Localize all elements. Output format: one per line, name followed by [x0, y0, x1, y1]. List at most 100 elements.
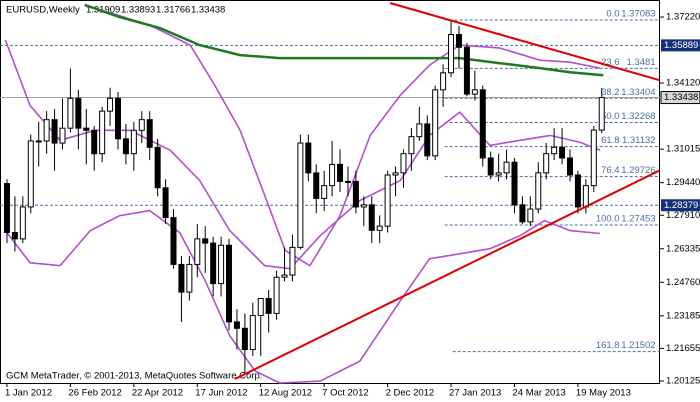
- candle-body: [384, 174, 391, 227]
- candle-body: [11, 231, 18, 240]
- candle-body: [249, 315, 256, 351]
- ohlc-low: 1.31766: [156, 5, 190, 16]
- x-tick-label: 17 Jun 2012: [195, 388, 247, 399]
- fibo-value: 1.37083: [621, 8, 655, 19]
- candle-body: [360, 204, 367, 208]
- candle-body: [416, 123, 423, 138]
- x-tick-label: 2 Dec 2012: [386, 388, 435, 399]
- candle-body: [566, 157, 573, 176]
- candle-body: [210, 242, 217, 285]
- candle-body: [344, 180, 351, 183]
- trend-line: [389, 2, 660, 82]
- candle-body: [43, 119, 50, 142]
- price-tag-label: 1.28379: [664, 200, 698, 211]
- candle-body: [305, 142, 312, 174]
- x-tick-label: 26 Feb 2012: [68, 388, 121, 399]
- candle-body: [257, 297, 264, 317]
- candle-body: [400, 153, 407, 174]
- candle-body: [233, 321, 240, 329]
- candle-body: [146, 119, 153, 148]
- y-tick-label: 1.37220: [666, 12, 700, 23]
- candle-body: [559, 146, 566, 159]
- moving-average: [84, 3, 604, 77]
- y-tick-label: 1.21655: [666, 343, 700, 354]
- footer: GCM MetaTrader, © 2001-2013, MetaQuotes …: [6, 371, 262, 382]
- fibo-ratio: 100.0: [596, 213, 620, 224]
- candle-body: [432, 89, 439, 157]
- plot-frame: [0, 0, 660, 384]
- fibo-ratio: 61.8: [601, 135, 620, 146]
- candle-body: [218, 244, 225, 285]
- candle-body: [162, 187, 169, 219]
- fibo-value: 1.27453: [621, 213, 655, 224]
- price-tag-label: 1.33438: [664, 92, 698, 103]
- candle-body: [51, 119, 58, 144]
- candle-body: [329, 163, 336, 187]
- candle-body: [511, 161, 518, 206]
- candle-body: [487, 157, 494, 176]
- fibo-ratio: 0.0: [606, 8, 619, 19]
- ohlc-high: 1.33893: [121, 5, 155, 16]
- candle-body: [91, 129, 98, 155]
- candle-body: [503, 161, 510, 174]
- candle-body: [241, 327, 248, 351]
- bollinger-band: [4, 209, 601, 384]
- y-tick-label: 1.20125: [666, 375, 700, 386]
- candle-body: [321, 185, 328, 199]
- candle-body: [352, 180, 359, 208]
- candle-body: [154, 146, 161, 189]
- price-tag: [661, 199, 700, 212]
- candle-body: [67, 97, 74, 129]
- symbol-label: EURUSD,Weekly: [6, 5, 80, 16]
- candle-body: [186, 263, 193, 293]
- candle-body: [527, 208, 534, 223]
- x-tick-label: 22 Apr 2012: [132, 388, 183, 399]
- ohlc-close: 1.33438: [191, 5, 225, 16]
- fibo-value: 1.33404: [621, 87, 655, 98]
- y-tick-label: 1.29440: [666, 177, 700, 188]
- candle-body: [289, 246, 296, 276]
- candle-body: [376, 225, 383, 231]
- candle-body: [448, 33, 455, 74]
- y-tick-label: 1.27910: [666, 210, 700, 221]
- candle-body: [178, 263, 185, 293]
- candle-body: [99, 110, 106, 155]
- candle-body: [114, 97, 121, 140]
- candle-body: [582, 185, 589, 208]
- candle-body: [424, 123, 431, 157]
- candle-body: [35, 140, 42, 143]
- candle-body: [590, 129, 597, 187]
- candle-body: [297, 142, 304, 248]
- fibo-value: 1.21502: [621, 340, 655, 351]
- candle-body: [130, 129, 137, 155]
- candle-body: [455, 33, 462, 48]
- fibo-value: 1.32268: [621, 111, 655, 122]
- x-tick-label: 24 Mar 2013: [512, 388, 565, 399]
- y-tick-label: 1.24760: [666, 277, 700, 288]
- x-tick-label: 19 May 2013: [576, 388, 631, 399]
- price-tag-label: 1.35889: [664, 40, 698, 51]
- candle-body: [551, 146, 558, 155]
- candle-body: [463, 46, 470, 95]
- trend-line: [234, 169, 661, 380]
- candle-body: [535, 172, 542, 210]
- candle-body: [122, 138, 129, 155]
- candle-body: [27, 140, 34, 208]
- candle-body: [273, 276, 280, 314]
- fibo-ratio: 38.2: [601, 87, 620, 98]
- bollinger-band: [84, 4, 601, 267]
- candle-body: [281, 274, 288, 278]
- candle-body: [83, 127, 90, 131]
- price-tag: [660, 91, 700, 105]
- y-tick-label: 1.23185: [666, 310, 700, 321]
- fibo-ratio: 23.6: [601, 57, 620, 68]
- x-tick-label: 27 Jan 2013: [449, 388, 501, 399]
- fibo-ratio: 161.8: [596, 340, 620, 351]
- candle-body: [574, 174, 581, 208]
- y-tick-label: 1.34120: [666, 78, 700, 89]
- fibo-value: 1.3481: [627, 57, 656, 68]
- candle-body: [59, 127, 66, 144]
- fibo-ratio: 50.0: [601, 111, 620, 122]
- fibo-ratio: 76.4: [601, 165, 620, 176]
